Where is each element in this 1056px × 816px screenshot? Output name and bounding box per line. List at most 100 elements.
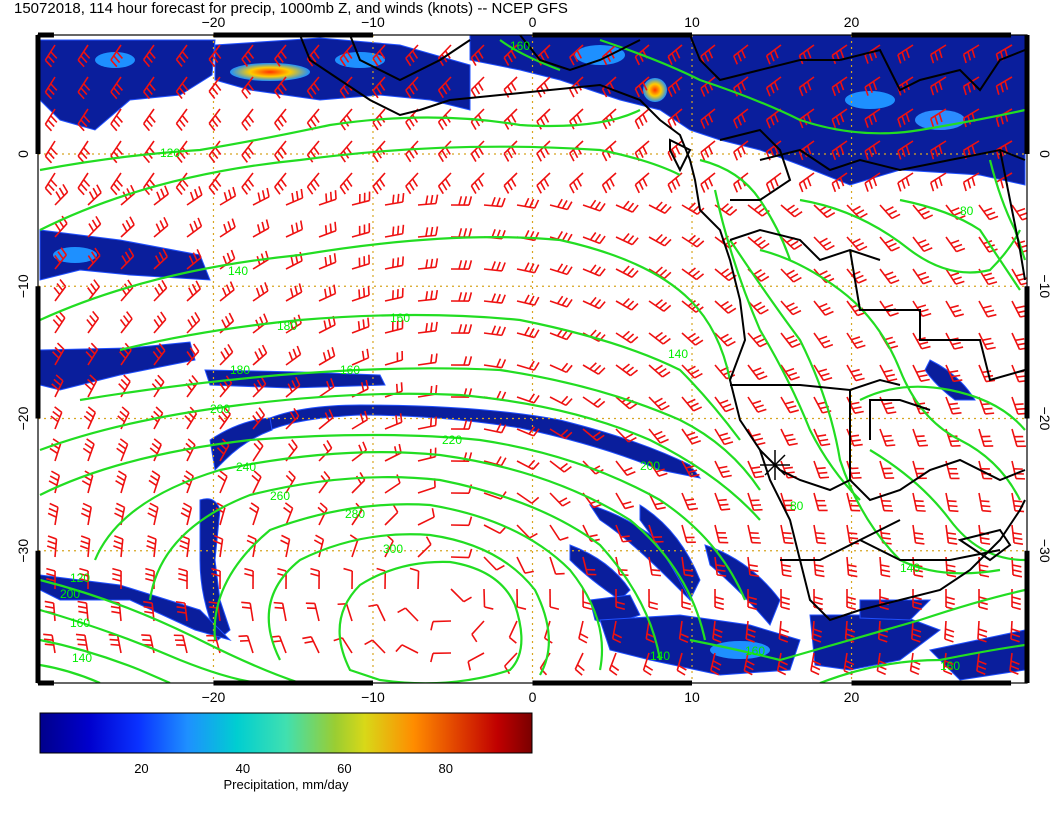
wind-barb: [450, 516, 473, 527]
wind-barb: [846, 588, 856, 611]
wind-barb: [615, 396, 638, 410]
wind-barb: [285, 220, 304, 238]
wind-barb: [175, 44, 189, 68]
contour-label: 140: [900, 561, 920, 575]
wind-barb: [714, 268, 737, 282]
wind-barb: [714, 588, 724, 611]
wind-barb: [714, 428, 734, 446]
wind-barb: [549, 428, 573, 440]
wind-barb: [318, 409, 334, 430]
wind-barb: [912, 332, 931, 350]
wind-barb: [153, 185, 170, 206]
wind-barb: [280, 534, 291, 558]
wind-barb: [54, 247, 68, 270]
wind-barb: [313, 534, 325, 558]
wind-barb: [384, 288, 404, 302]
contour-label: 220: [442, 433, 462, 447]
wind-barb: [219, 186, 237, 206]
wind-barb: [317, 502, 328, 526]
lon-tick-label-top: −10: [361, 14, 385, 30]
wind-barb: [318, 190, 337, 206]
wind-barb: [437, 172, 452, 195]
wind-barb: [483, 423, 507, 434]
wind-barb: [77, 172, 91, 196]
wind-barb: [405, 76, 419, 99]
wind-barb: [417, 194, 439, 206]
wind-barb: [648, 524, 664, 543]
wind-barb: [85, 342, 99, 366]
wind-barb: [384, 413, 403, 430]
wind-barb: [930, 140, 947, 160]
wind-barb: [615, 460, 636, 476]
wind-barb: [945, 588, 955, 611]
wind-barb: [219, 281, 235, 302]
wind-barb: [241, 172, 255, 195]
wind-barb: [549, 295, 573, 308]
wind-barb: [252, 187, 270, 206]
wind-barb: [516, 197, 540, 209]
wind-barb: [44, 44, 58, 68]
wind-barb: [405, 44, 419, 67]
wind-barb: [945, 492, 959, 513]
wind-barb: [615, 363, 639, 377]
wind-barb: [831, 140, 848, 161]
lon-tick-label-bottom: −20: [202, 689, 226, 705]
lon-tick-label-bottom: 10: [684, 689, 700, 705]
wind-barb: [43, 633, 56, 654]
wind-barb: [667, 172, 683, 194]
wind-barb: [180, 502, 193, 526]
wind-barb: [118, 374, 131, 398]
wind-barb: [813, 524, 827, 545]
wind-barb: [372, 44, 386, 67]
wind-barb: [318, 378, 335, 398]
wind-barb: [372, 172, 386, 195]
wind-barb: [516, 459, 540, 471]
wind-barb: [648, 556, 661, 577]
wind-barb: [112, 567, 122, 590]
wind-barb: [681, 588, 691, 611]
wind-barb: [813, 428, 831, 447]
wind-barb: [582, 362, 606, 375]
wind-barb: [780, 588, 790, 611]
wind-barb: [978, 428, 994, 448]
wind-barb: [879, 204, 901, 220]
wind-barb: [681, 524, 696, 544]
wind-barb: [116, 438, 129, 462]
wind-barb: [483, 196, 506, 208]
wind-barb: [615, 233, 639, 246]
wind-barb: [503, 44, 518, 66]
wind-barb: [516, 393, 540, 404]
wind-barb: [615, 298, 639, 311]
wind-barb: [549, 395, 573, 406]
wind-barb: [51, 374, 64, 398]
wind-barb: [483, 556, 505, 571]
wind-barb: [569, 44, 584, 66]
contour-label: 120: [70, 571, 90, 585]
wind-barb: [846, 204, 868, 219]
wind-barb: [582, 296, 606, 310]
colorbar-tick-label: 80: [439, 761, 453, 776]
figure-title: 15072018, 114 hour forecast for precip, …: [14, 0, 568, 17]
wind-barb: [846, 428, 863, 447]
wind-barb: [274, 108, 287, 131]
wind-barb: [153, 216, 169, 238]
wind-barb: [50, 406, 63, 430]
wind-barb: [648, 364, 671, 378]
wind-barb: [351, 223, 371, 238]
wind-barb: [611, 620, 623, 644]
wind-barb: [912, 204, 934, 220]
wind-barb: [175, 601, 188, 622]
wind-barb: [615, 428, 637, 443]
wind-barb: [142, 76, 156, 100]
wind-barb: [780, 428, 798, 446]
wind-barb: [549, 198, 573, 211]
wind-barb: [318, 221, 337, 238]
wind-barb: [813, 492, 828, 512]
lat-tick-label-right: −20: [1037, 407, 1053, 431]
wind-barb: [912, 364, 930, 382]
wind-barb: [681, 267, 705, 281]
wind-barb: [681, 364, 703, 379]
wind-barb: [241, 76, 255, 99]
wind-barb: [615, 588, 626, 611]
wind-barb: [648, 201, 672, 214]
